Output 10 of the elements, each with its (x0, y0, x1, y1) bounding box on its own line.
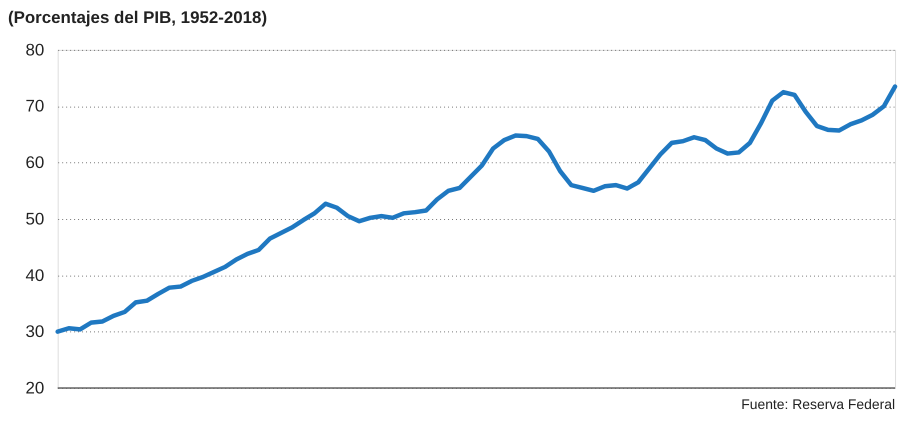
y-tick-label: 20 (25, 378, 44, 398)
y-tick-label: 40 (25, 266, 44, 285)
source-note: Fuente: Reserva Federal (741, 396, 896, 412)
y-tick-label: 60 (25, 153, 44, 172)
chart-subtitle: (Porcentajes del PIB, 1952-2018) (8, 8, 268, 28)
y-tick-label: 70 (25, 96, 44, 116)
y-tick-label: 30 (25, 322, 44, 342)
y-tick-label: 80 (25, 40, 44, 60)
y-tick-label: 50 (25, 209, 44, 228)
line-series (55, 84, 898, 334)
